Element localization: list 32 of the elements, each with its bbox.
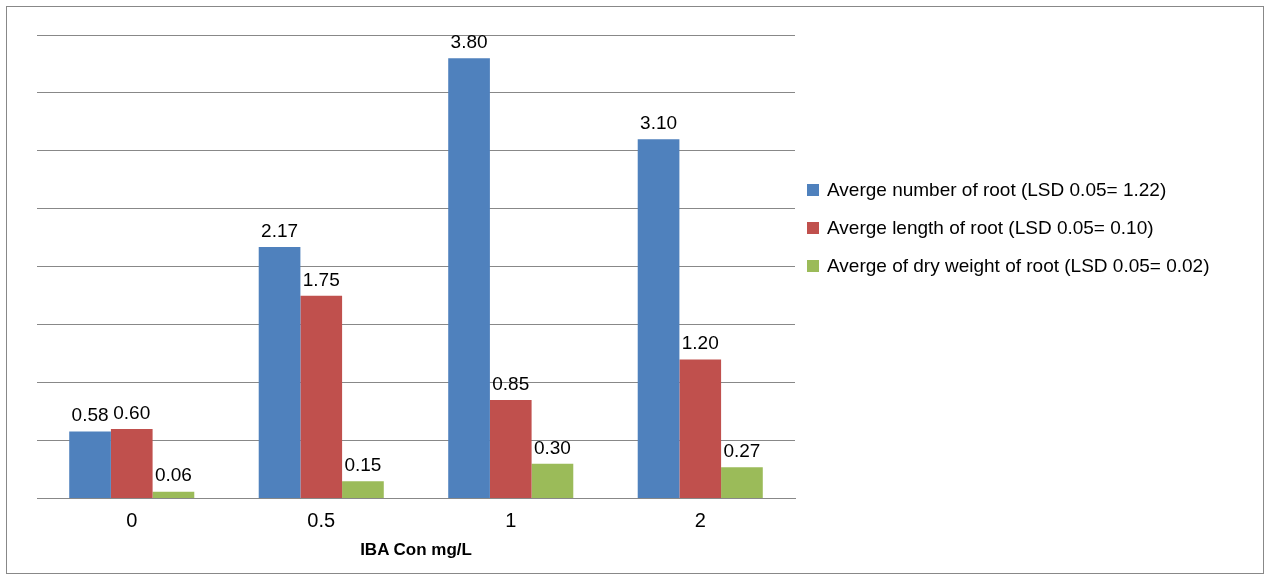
data-label: 0.60 — [113, 401, 151, 423]
x-tick-label: 0 — [126, 509, 138, 532]
bar — [531, 463, 574, 499]
data-label: 3.80 — [450, 30, 488, 52]
bar — [489, 400, 532, 499]
bar — [342, 481, 384, 499]
bar — [152, 491, 195, 499]
legend-label: Averge length of root (LSD 0.05= 0.10) — [827, 216, 1154, 240]
bar — [300, 295, 343, 499]
bar — [448, 58, 490, 499]
bar — [69, 431, 111, 499]
bar — [110, 429, 153, 499]
x-tick-label: 0.5 — [307, 509, 336, 532]
data-label: 0.30 — [533, 436, 571, 458]
data-label: 0.58 — [71, 404, 109, 426]
data-label: 1.75 — [302, 268, 340, 290]
x-tick-label: 2 — [694, 509, 706, 532]
bar — [637, 139, 680, 499]
data-label: 2.17 — [261, 219, 299, 241]
bar — [258, 247, 301, 499]
bar — [679, 359, 722, 499]
data-label: 1.20 — [681, 332, 719, 354]
data-label: 0.06 — [154, 464, 192, 486]
data-label: 3.10 — [640, 112, 678, 134]
data-label: 0.27 — [723, 440, 761, 462]
x-tick-label: 1 — [505, 509, 517, 532]
legend-label: Averge number of root (LSD 0.05= 1.22) — [827, 178, 1167, 202]
bar — [721, 467, 763, 499]
data-label: 0.15 — [344, 453, 382, 475]
x-axis-title: IBA Con mg/L — [360, 540, 472, 560]
data-label: 0.85 — [492, 372, 530, 394]
legend-label: Averge of dry weight of root (LSD 0.05= 0.02) — [827, 254, 1210, 278]
